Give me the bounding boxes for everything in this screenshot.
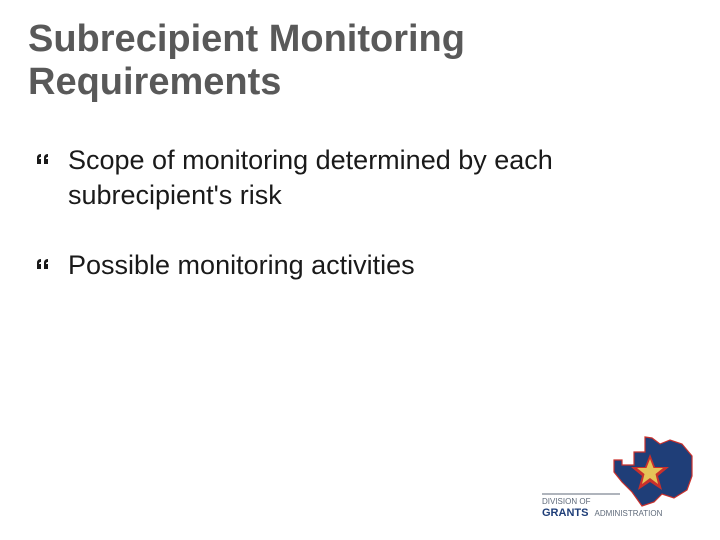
logo-admin-text: ADMINISTRATION [595, 509, 663, 518]
svg-text:GRANTS ADMINISTRATION: GRANTS ADMINISTRATION [542, 507, 663, 519]
bullet-list: Scope of monitoring determined by each s… [28, 143, 692, 283]
logo-grants-text: GRANTS [542, 507, 588, 519]
bullet-icon [34, 143, 68, 177]
title-line-1: Subrecipient Monitoring [28, 18, 465, 60]
slide-title: Subrecipient Monitoring Requirements [28, 18, 692, 103]
title-line-2: Requirements [28, 61, 281, 103]
logo-division-text: DIVISION OF [542, 497, 591, 506]
list-item: Possible monitoring activities [34, 248, 692, 283]
bullet-text: Possible monitoring activities [68, 248, 415, 283]
bullet-icon [34, 248, 68, 282]
texas-icon [614, 437, 692, 506]
list-item: Scope of monitoring determined by each s… [34, 143, 692, 212]
slide-root: Subrecipient Monitoring Requirements Sco… [0, 0, 720, 540]
division-logo: DIVISION OF GRANTS ADMINISTRATION [542, 432, 702, 522]
bullet-text: Scope of monitoring determined by each s… [68, 143, 692, 212]
